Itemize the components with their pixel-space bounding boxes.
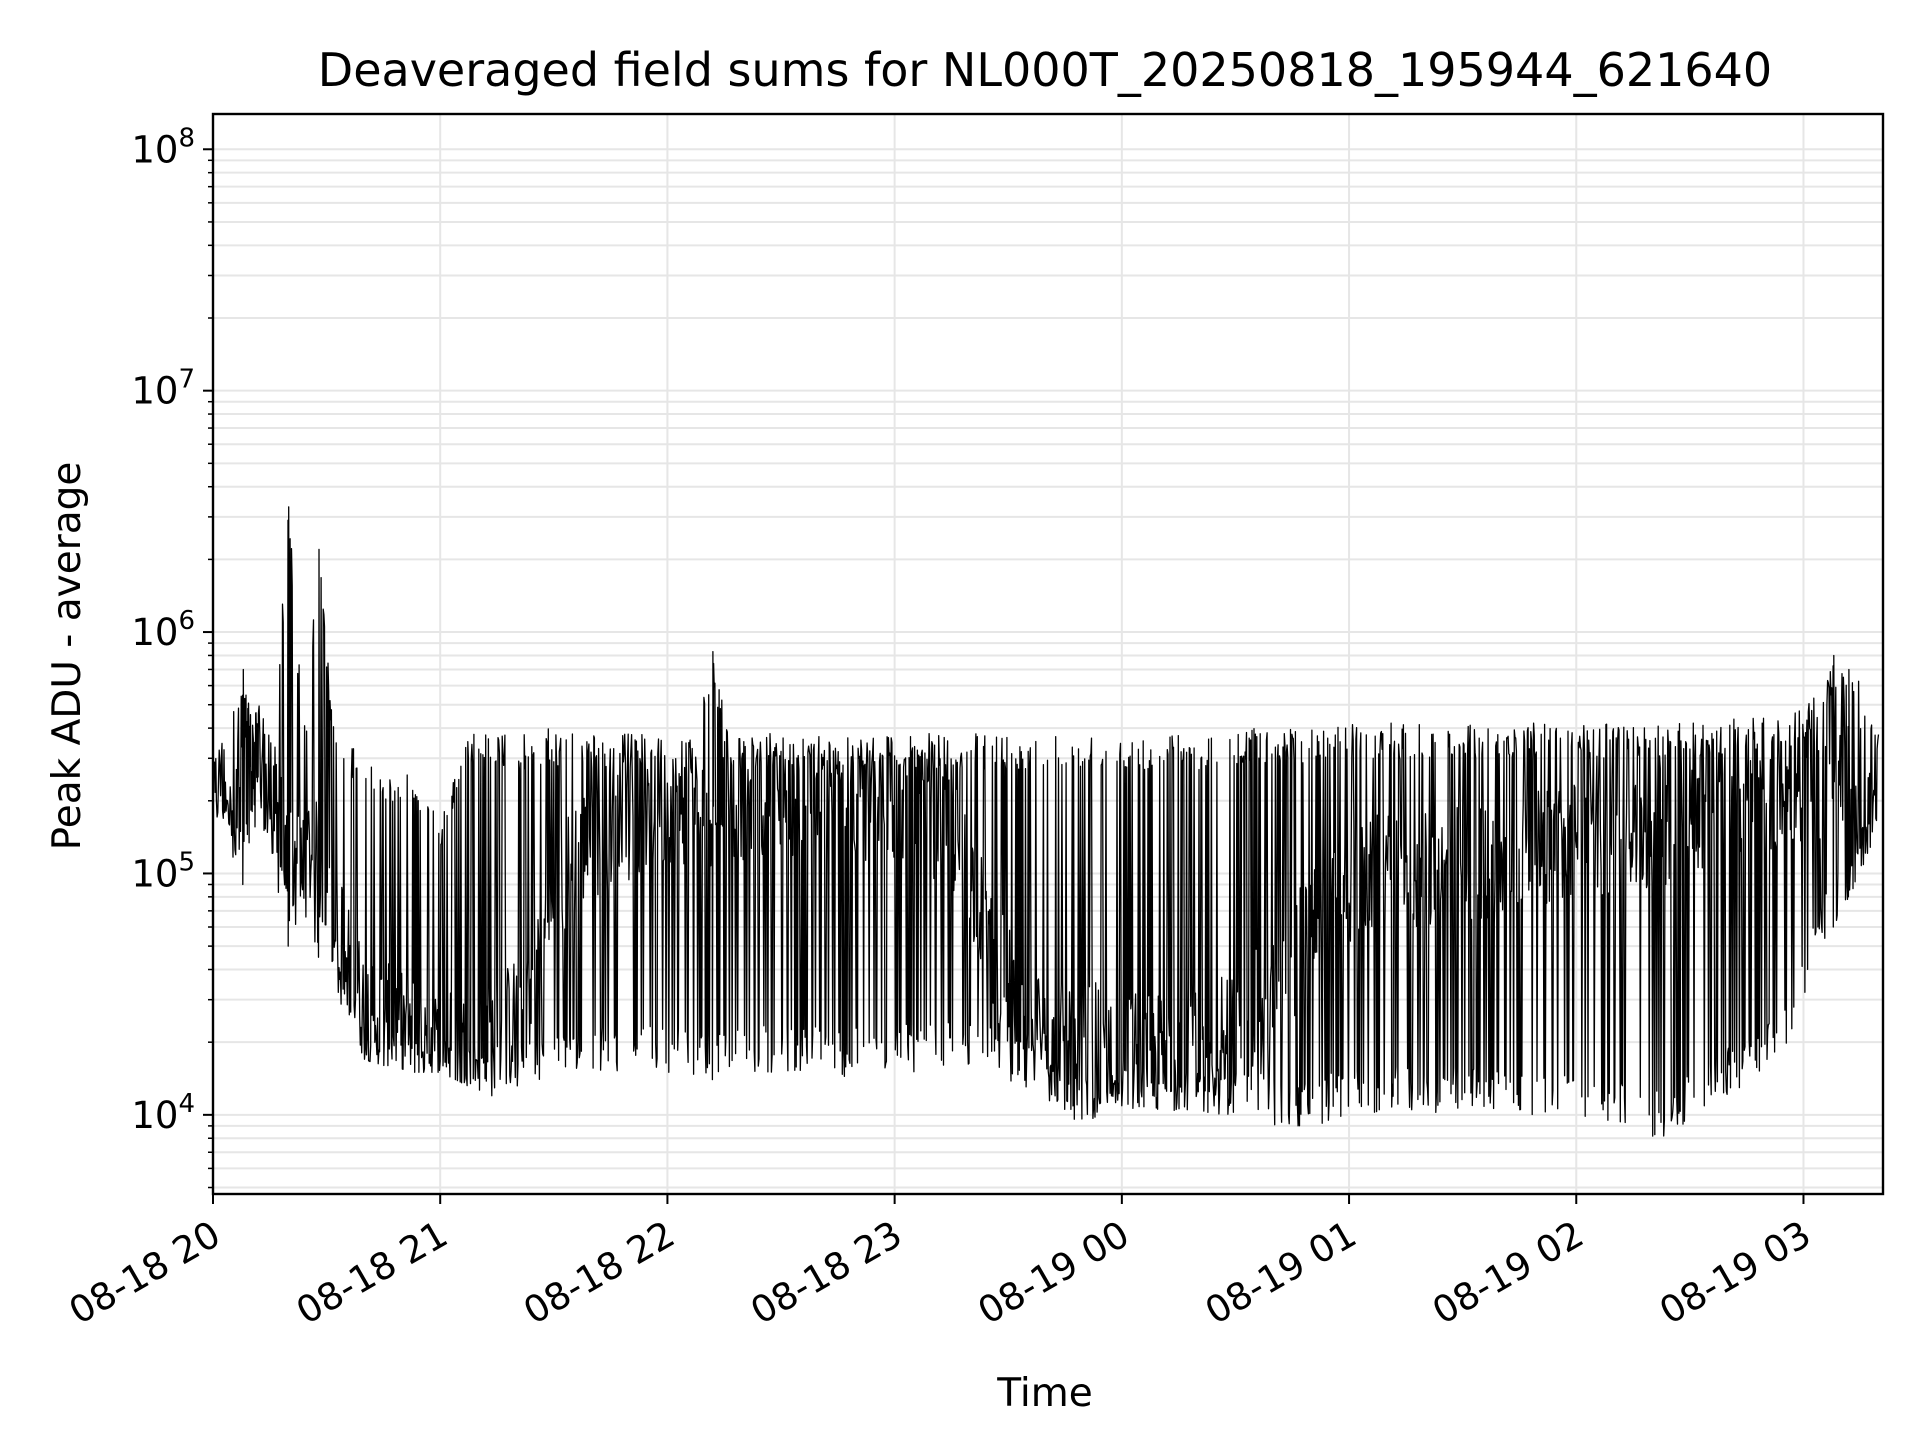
plot-frame [211, 112, 1885, 1196]
y-tick-label: 107 [131, 365, 195, 413]
series [212, 506, 1880, 1137]
chart-title: Deaveraged field sums for NL000T_2025081… [318, 43, 1772, 97]
series-line [212, 506, 1880, 1137]
y-tick-label: 105 [131, 847, 195, 895]
x-axis-label: Time [996, 1371, 1092, 1416]
y-tick-label: 104 [131, 1089, 195, 1137]
y-tick-label: 106 [131, 606, 195, 654]
y-tick-label: 108 [131, 123, 195, 171]
y-axis-label: Peak ADU - average [45, 462, 90, 851]
